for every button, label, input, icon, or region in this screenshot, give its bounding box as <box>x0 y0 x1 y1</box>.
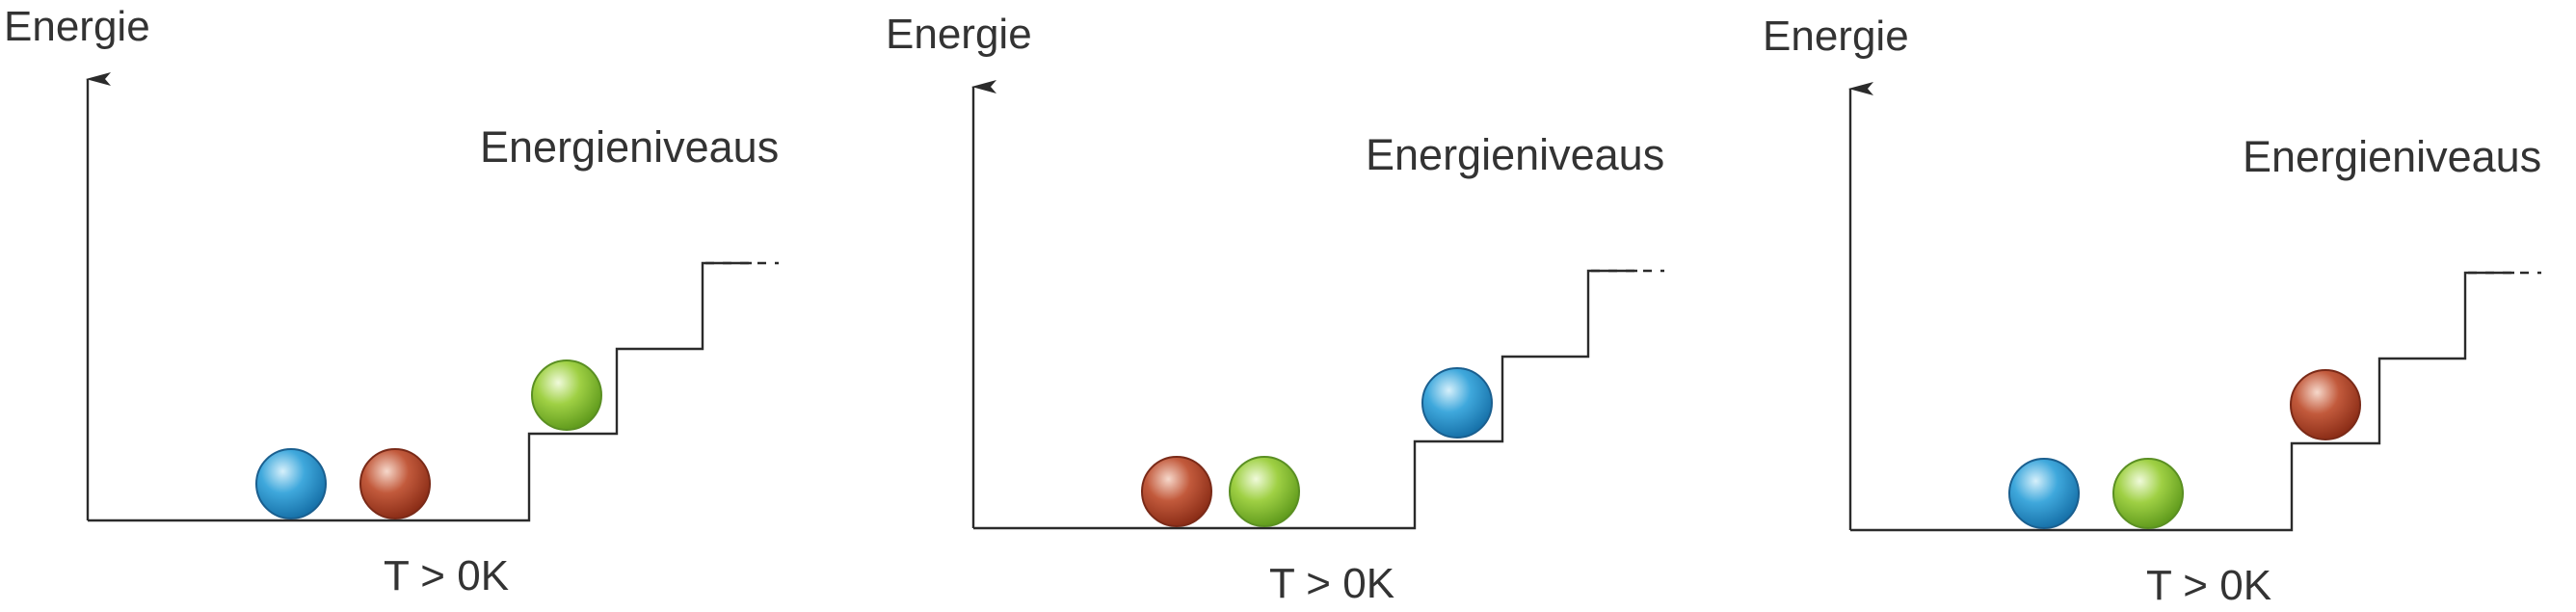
ball-blue <box>2008 458 2080 529</box>
ball-red <box>1141 456 1212 527</box>
temperature-label: T > 0K <box>2146 562 2271 609</box>
ball-blue-excited <box>1421 367 1493 439</box>
axis-label: Energie <box>886 11 1032 58</box>
temperature-label: T > 0K <box>1269 560 1394 607</box>
levels-label: Energieniveaus <box>1366 130 1664 179</box>
panel-2: Energie Energieniveaus T > 0K <box>886 11 1664 607</box>
levels-label: Energieniveaus <box>480 122 779 172</box>
axis-label: Energie <box>1763 13 1909 60</box>
axis-label: Energie <box>4 3 150 50</box>
energy-staircase <box>973 269 1637 530</box>
panel-3: Energie Energieniveaus T > 0K <box>1763 13 2541 609</box>
ball-green <box>1229 456 1300 527</box>
ball-green <box>2112 458 2184 529</box>
levels-label: Energieniveaus <box>2243 132 2541 181</box>
energy-staircase <box>88 261 752 522</box>
panel-1: Energie Energieniveaus T > 0K <box>4 3 779 599</box>
ball-blue <box>255 448 327 519</box>
ball-red <box>359 448 431 519</box>
temperature-label: T > 0K <box>384 552 509 599</box>
ball-red-excited <box>2290 369 2361 440</box>
energy-staircase <box>1850 271 2514 532</box>
ball-green-excited <box>531 359 602 431</box>
